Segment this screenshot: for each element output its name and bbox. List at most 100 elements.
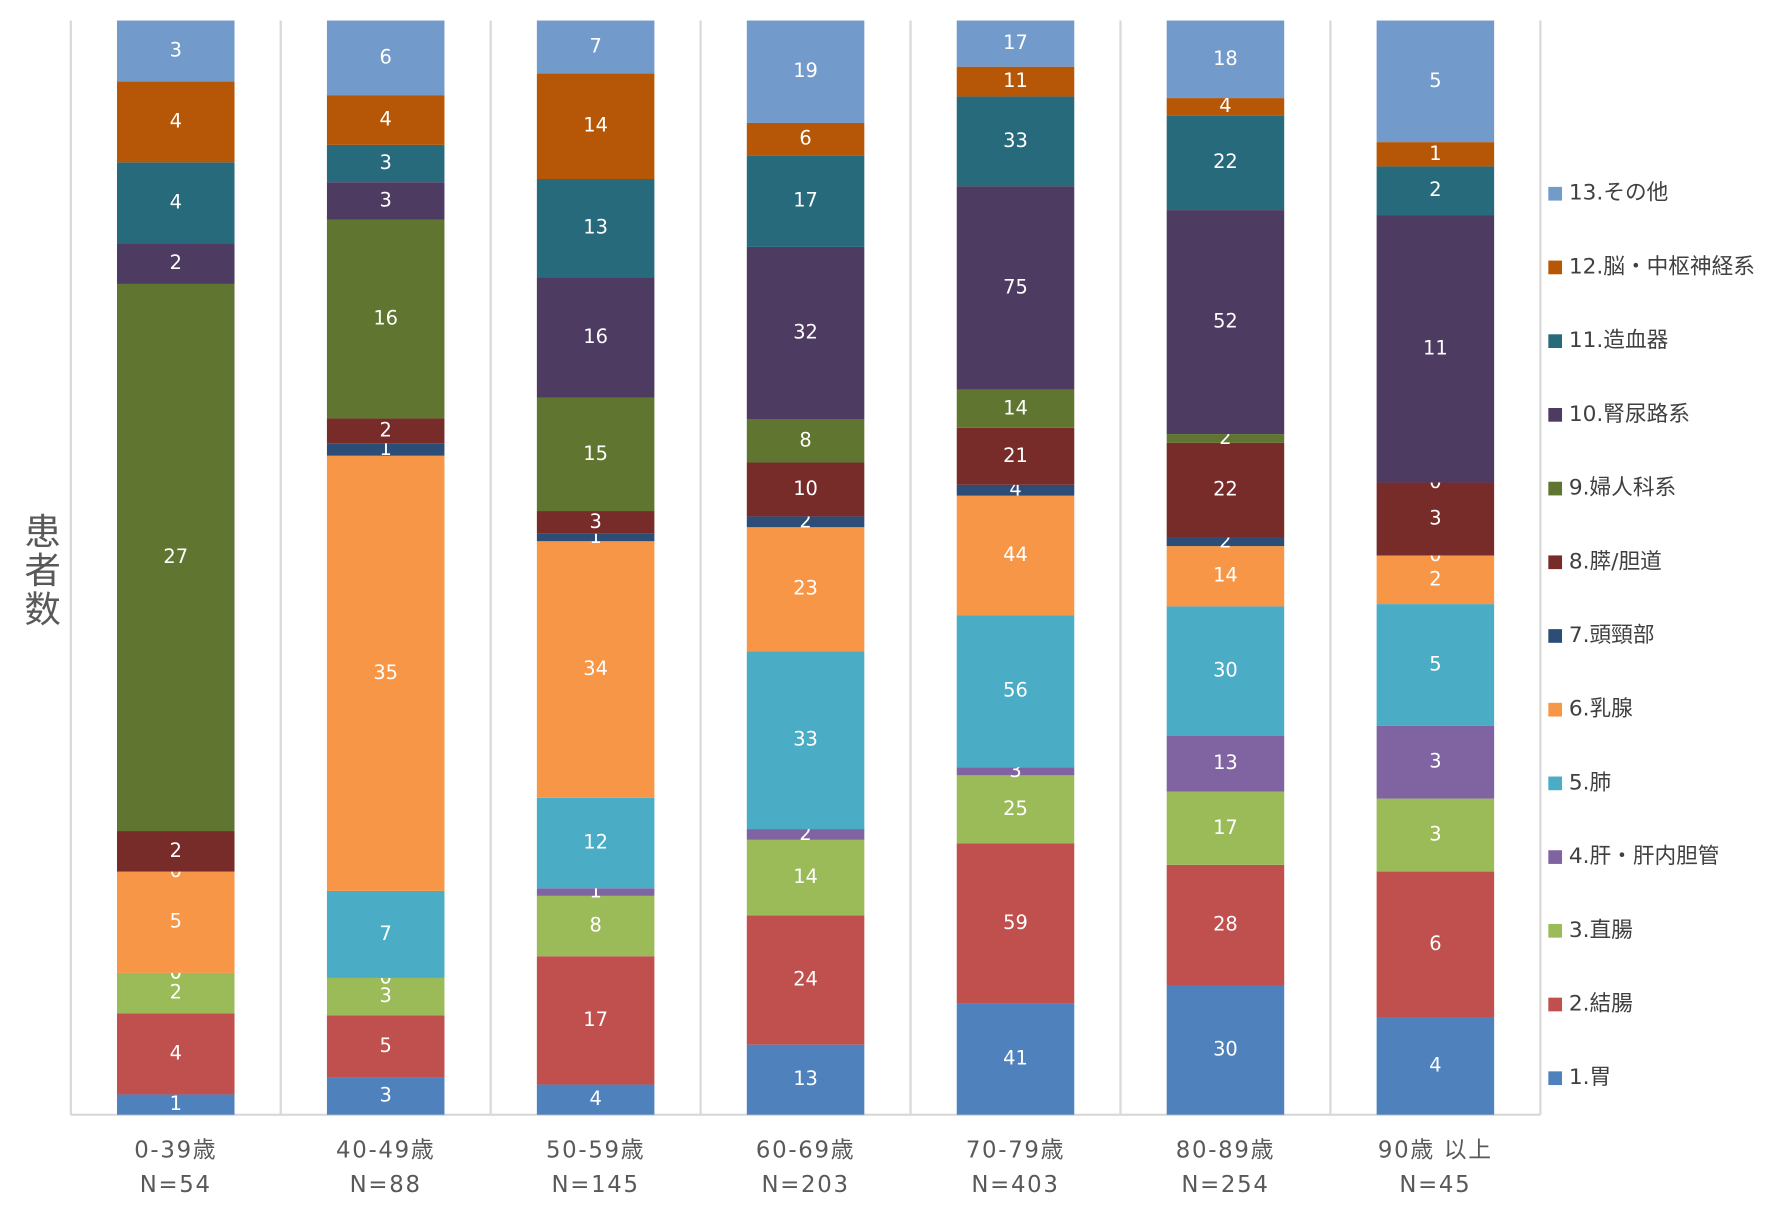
- bar-segment: [956, 186, 1075, 390]
- data-label: 17: [1003, 31, 1028, 54]
- bar-segment: [746, 915, 865, 1045]
- data-label: 17: [583, 1008, 608, 1031]
- bar-segment: [1166, 115, 1285, 211]
- data-label: 3: [380, 984, 392, 1007]
- bar-segment: [1376, 798, 1495, 872]
- bar-segment: [1376, 166, 1495, 216]
- legend-swatch: [1548, 776, 1563, 791]
- data-label: 3: [1429, 823, 1441, 846]
- bar-segment: [326, 443, 445, 456]
- data-label: 5: [170, 910, 182, 933]
- data-label: 3: [1429, 506, 1441, 529]
- bar-segment: [536, 397, 655, 512]
- bar-segment: [116, 831, 235, 872]
- legend-swatch: [1548, 481, 1563, 496]
- data-label: 25: [1003, 797, 1028, 820]
- bar-segment: [536, 797, 655, 889]
- data-label: 4: [170, 109, 182, 132]
- bar-segment: [1166, 442, 1285, 538]
- bar-segment: [746, 651, 865, 830]
- data-label: 14: [583, 114, 608, 137]
- bar-segment: [536, 533, 655, 542]
- bar-segment: [1166, 434, 1285, 443]
- x-tick-note: N=403: [971, 1172, 1059, 1198]
- data-label: 2: [170, 251, 182, 274]
- data-label: 7: [380, 922, 392, 945]
- bar-segment: [536, 277, 655, 398]
- data-label: 3: [380, 151, 392, 174]
- x-tick-label: 40-49歳: [336, 1138, 435, 1164]
- bar-segment: [746, 246, 865, 420]
- bar-segment: [1376, 1017, 1495, 1115]
- data-label: 13: [793, 1067, 818, 1090]
- bar-segment: [956, 484, 1075, 496]
- bar-segment: [326, 20, 445, 96]
- data-label: 7: [589, 34, 601, 57]
- data-label: 30: [1213, 659, 1238, 682]
- data-label: 59: [1003, 911, 1028, 934]
- data-label: 3: [170, 38, 182, 61]
- data-label: 75: [1003, 275, 1028, 298]
- x-tick-label: 90歳 以上: [1378, 1138, 1493, 1164]
- legend-label: 3.直腸: [1569, 918, 1633, 943]
- legend-swatch: [1548, 702, 1563, 717]
- bar-segment: [116, 20, 235, 82]
- bar-segment: [326, 1077, 445, 1115]
- data-label: 5: [1429, 652, 1441, 675]
- data-label: 10: [793, 477, 818, 500]
- data-label: 5: [1429, 69, 1441, 92]
- bar-segment: [746, 839, 865, 916]
- bar-segment: [956, 96, 1075, 187]
- bar-segment: [1376, 871, 1495, 1018]
- bar-segment: [116, 1094, 235, 1115]
- legend-label: 11.造血器: [1569, 328, 1669, 353]
- bar-segment: [536, 73, 655, 180]
- x-tick-note: N=54: [140, 1172, 212, 1198]
- data-label: 2: [1429, 178, 1441, 201]
- data-label: 6: [799, 127, 811, 150]
- bar-segment: [746, 122, 865, 156]
- data-label: 23: [793, 577, 818, 600]
- bar-segment: [1166, 985, 1285, 1115]
- data-label: 4: [170, 1041, 182, 1064]
- bar-segment: [956, 615, 1075, 768]
- bar-segment: [536, 895, 655, 957]
- bar-segment: [746, 527, 865, 652]
- legend-label: 8.膵/胆道: [1569, 549, 1662, 574]
- bar-segment: [746, 20, 865, 123]
- x-tick-label: 60-69歳: [756, 1138, 855, 1164]
- data-label: 28: [1213, 913, 1238, 936]
- data-label: 17: [1213, 816, 1238, 839]
- data-label: 56: [1003, 679, 1028, 702]
- data-label: 15: [583, 442, 608, 465]
- bar-segment: [956, 843, 1075, 1004]
- bar-segment: [326, 418, 445, 444]
- data-label: 16: [583, 325, 608, 348]
- data-label: 16: [373, 306, 398, 329]
- bar-segment: [536, 541, 655, 798]
- data-label: 30: [1213, 1038, 1238, 1061]
- data-label: 3: [380, 188, 392, 211]
- data-label: 4: [1429, 1054, 1441, 1077]
- bar-segment: [1376, 555, 1495, 605]
- bar-segment: [1166, 98, 1285, 116]
- data-label: 8: [589, 914, 601, 937]
- bar-segment: [746, 516, 865, 528]
- data-label: 3: [1429, 750, 1441, 773]
- data-label: 8: [799, 428, 811, 451]
- bar-segment: [326, 182, 445, 220]
- legend-swatch: [1548, 629, 1563, 643]
- bar-segment: [1166, 606, 1285, 736]
- bar-segment: [1166, 735, 1285, 792]
- data-label: 34: [583, 657, 608, 680]
- data-label: 27: [163, 545, 188, 568]
- bar-segment: [326, 890, 445, 978]
- data-label: 2: [380, 418, 392, 441]
- bar-segment: [746, 829, 865, 840]
- data-label: 52: [1213, 310, 1238, 333]
- data-label: 2: [170, 981, 182, 1004]
- legend-label: 5.肺: [1569, 770, 1611, 795]
- bar-segment: [1376, 142, 1495, 167]
- bar-segment: [746, 155, 865, 247]
